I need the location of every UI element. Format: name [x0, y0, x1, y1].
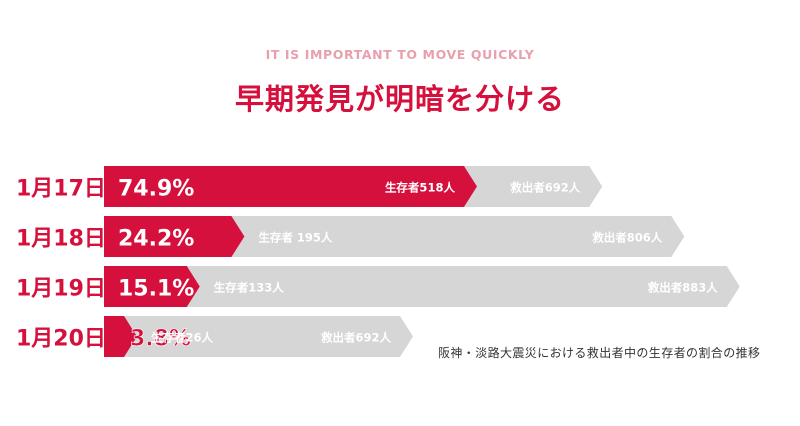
page-title: 早期発見が明暗を分ける [234, 82, 565, 116]
percent-label: 74.9% [118, 177, 194, 202]
survivor-bar [104, 266, 200, 307]
survivor-count-label: 生存者518人 [385, 181, 456, 195]
survivor-count-label: 生存者 195人 [258, 231, 333, 245]
percent-label: 3.8% [130, 327, 191, 352]
survivor-count-label: 生存者26人 [151, 331, 214, 345]
survivor-count-label: 生存者133人 [214, 281, 285, 295]
survivor-bar [104, 216, 245, 257]
rescued-count-label: 救出者692人 [510, 181, 581, 195]
rescued-count-label: 救出者883人 [648, 281, 719, 295]
percent-label: 24.2% [118, 227, 194, 252]
date-label: 1月18日 [16, 227, 106, 252]
date-label: 1月17日 [16, 177, 106, 202]
rescued-bar [104, 316, 413, 357]
chart-caption: 阪神・淡路大震災における救出者中の生存者の割合の推移 [438, 346, 761, 360]
survivor-bar [104, 166, 477, 207]
rescued-count-label: 救出者806人 [592, 231, 663, 245]
percent-label: 15.1% [118, 277, 194, 302]
rescued-count-label: 救出者692人 [321, 331, 392, 345]
rescued-bar [104, 266, 740, 307]
date-label: 1月19日 [16, 277, 106, 302]
rescued-bar [104, 216, 685, 257]
survivor-bar [104, 316, 137, 357]
eyebrow-subtitle: IT IS IMPORTANT TO MOVE QUICKLY [265, 47, 535, 62]
date-label: 1月20日 [16, 327, 106, 352]
